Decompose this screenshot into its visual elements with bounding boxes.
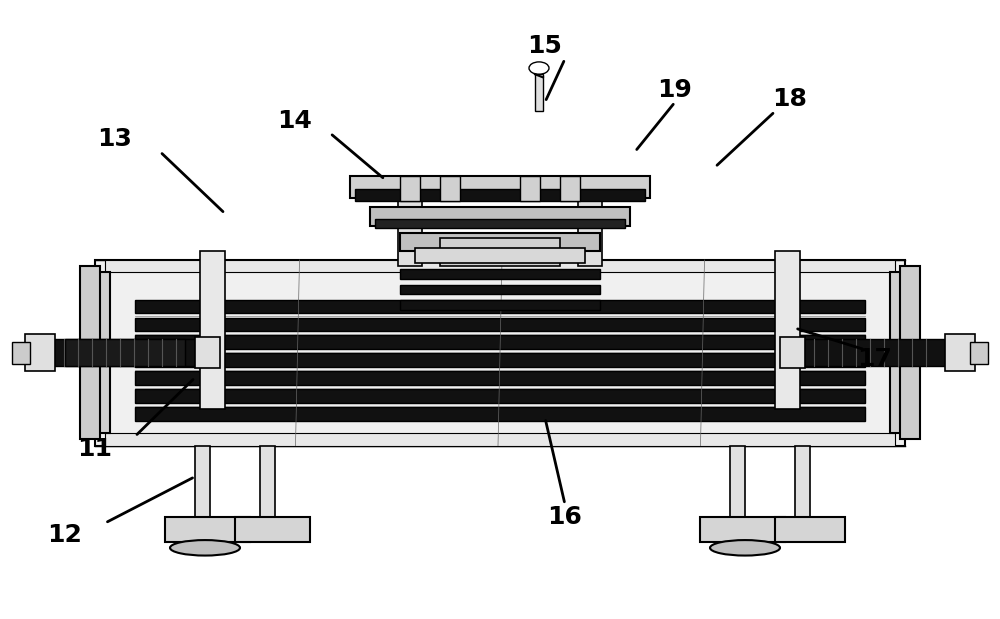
Bar: [135, 353, 865, 367]
Bar: [375, 219, 625, 228]
Bar: [795, 339, 955, 366]
FancyBboxPatch shape: [195, 337, 220, 368]
FancyBboxPatch shape: [890, 272, 915, 433]
FancyBboxPatch shape: [795, 446, 810, 520]
FancyBboxPatch shape: [780, 337, 805, 368]
Bar: [400, 269, 600, 279]
FancyBboxPatch shape: [440, 238, 560, 266]
FancyBboxPatch shape: [520, 176, 540, 201]
FancyBboxPatch shape: [350, 176, 650, 198]
FancyBboxPatch shape: [398, 192, 422, 266]
Text: 12: 12: [48, 524, 82, 547]
FancyBboxPatch shape: [105, 433, 895, 446]
FancyBboxPatch shape: [95, 260, 905, 446]
Bar: [400, 285, 600, 294]
FancyBboxPatch shape: [578, 192, 602, 266]
FancyBboxPatch shape: [400, 233, 600, 251]
FancyBboxPatch shape: [440, 176, 460, 201]
FancyBboxPatch shape: [775, 251, 800, 409]
FancyBboxPatch shape: [945, 334, 975, 371]
Text: 19: 19: [658, 78, 692, 102]
Bar: [65, 339, 185, 366]
Bar: [400, 300, 600, 310]
FancyBboxPatch shape: [105, 260, 895, 272]
FancyBboxPatch shape: [260, 446, 275, 520]
FancyBboxPatch shape: [165, 517, 250, 542]
FancyBboxPatch shape: [235, 517, 310, 542]
Bar: [135, 371, 865, 385]
FancyBboxPatch shape: [900, 266, 920, 439]
Bar: [135, 335, 865, 349]
Text: 17: 17: [858, 347, 892, 371]
Text: 15: 15: [528, 35, 562, 58]
FancyBboxPatch shape: [700, 517, 785, 542]
Text: 18: 18: [773, 87, 807, 111]
Text: 16: 16: [548, 505, 582, 529]
Bar: [135, 300, 865, 313]
Bar: [45, 339, 205, 366]
Bar: [355, 189, 645, 201]
FancyBboxPatch shape: [195, 446, 210, 520]
FancyBboxPatch shape: [775, 517, 845, 542]
Text: 11: 11: [78, 437, 112, 461]
Bar: [135, 389, 865, 403]
FancyBboxPatch shape: [415, 248, 585, 263]
FancyBboxPatch shape: [12, 342, 30, 364]
FancyBboxPatch shape: [200, 251, 225, 409]
FancyBboxPatch shape: [970, 342, 988, 364]
FancyBboxPatch shape: [80, 266, 100, 439]
Ellipse shape: [170, 540, 240, 556]
Bar: [135, 407, 865, 421]
Text: 13: 13: [98, 128, 132, 151]
FancyBboxPatch shape: [370, 207, 630, 226]
Text: 14: 14: [278, 109, 312, 132]
FancyBboxPatch shape: [730, 446, 745, 520]
FancyBboxPatch shape: [25, 334, 55, 371]
FancyBboxPatch shape: [400, 176, 420, 201]
Ellipse shape: [710, 540, 780, 556]
FancyBboxPatch shape: [535, 74, 543, 111]
FancyBboxPatch shape: [85, 272, 110, 433]
FancyBboxPatch shape: [560, 176, 580, 201]
Bar: [135, 318, 865, 331]
